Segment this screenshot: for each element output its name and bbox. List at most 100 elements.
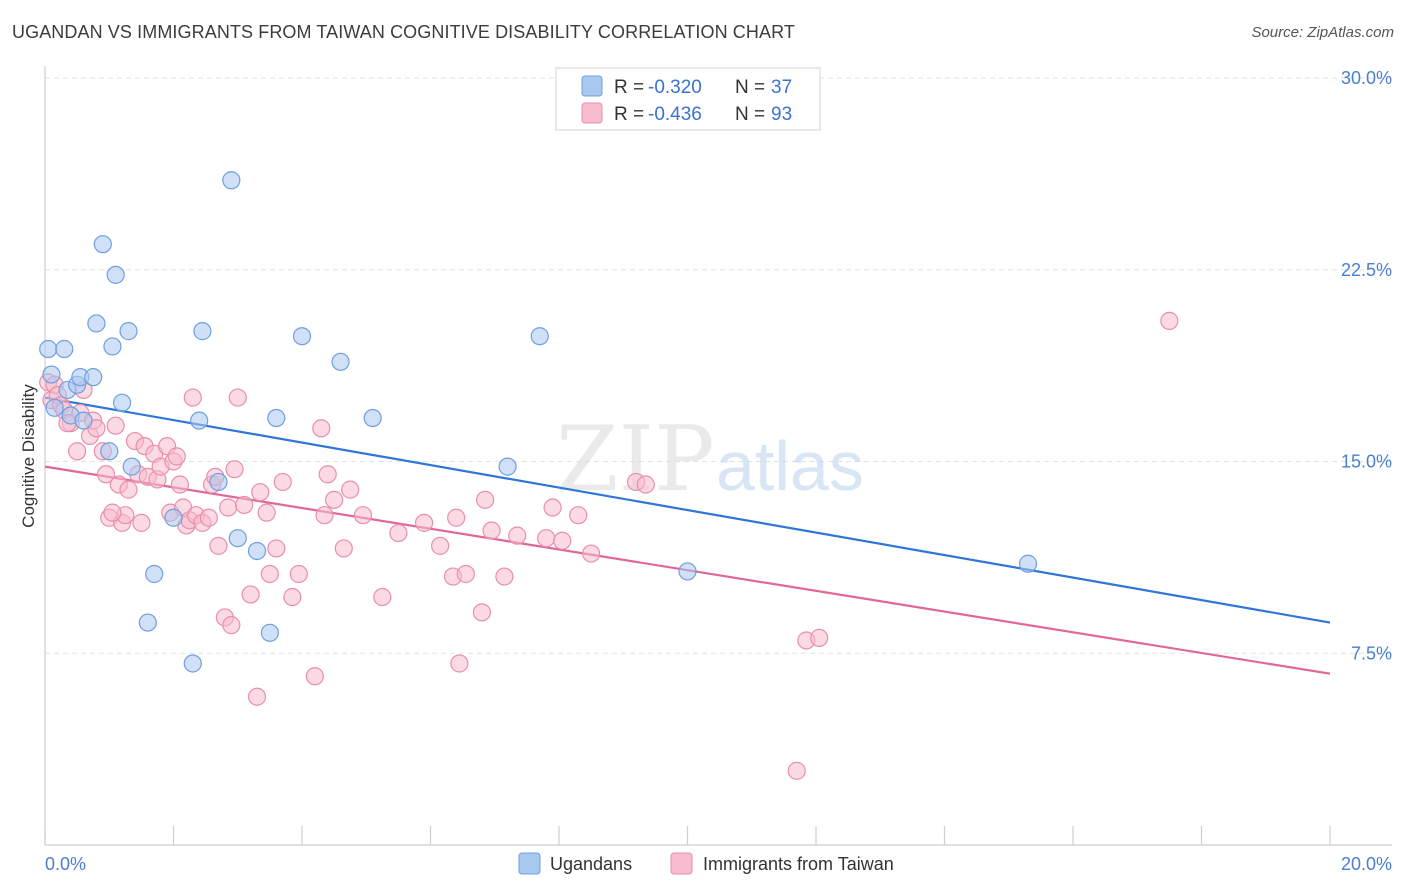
legend: R = -0.320 N = 37 R = -0.436 N = 93 <box>555 67 821 131</box>
y-tick-label-3: 30.0% <box>1341 68 1392 88</box>
point-taiwan-37 <box>183 388 202 407</box>
legend-r-label-1: R = <box>614 77 644 98</box>
point-ugandans-13 <box>103 337 122 356</box>
point-taiwan-59 <box>305 667 324 686</box>
point-taiwan-74 <box>456 564 475 584</box>
point-taiwan-43 <box>209 536 228 555</box>
point-taiwan-69 <box>414 513 434 532</box>
point-ugandans-32 <box>363 408 382 428</box>
point-ugandans-12 <box>100 442 119 461</box>
point-taiwan-82 <box>553 531 572 550</box>
point-ugandans-15 <box>112 393 132 412</box>
point-ugandans-3 <box>55 339 74 359</box>
bottom-legend-swatch-ugandans <box>518 852 541 875</box>
series-ugandans <box>39 171 1038 673</box>
point-ugandans-8 <box>74 411 93 430</box>
point-ugandans-19 <box>145 564 164 584</box>
bottom-legend-label-taiwan: Immigrants from Taiwan <box>703 854 894 874</box>
point-taiwan-46 <box>222 616 241 635</box>
point-ugandans-35 <box>678 562 697 581</box>
point-ugandans-27 <box>247 541 267 561</box>
point-taiwan-50 <box>241 585 260 604</box>
point-ugandans-24 <box>209 472 228 492</box>
point-taiwan-33 <box>170 475 190 494</box>
point-taiwan-68 <box>389 523 408 543</box>
point-ugandans-2 <box>45 398 64 417</box>
point-taiwan-58 <box>289 564 308 584</box>
legend-r-value-2: -0.436 <box>648 104 702 125</box>
y-tick-labels: 7.5% 15.0% 22.5% 30.0% <box>1341 68 1392 663</box>
y-tick-label-1: 15.0% <box>1341 452 1392 472</box>
trend-line-ugandans <box>44 396 1331 624</box>
axes <box>44 66 1392 846</box>
chart-title: UGANDAN VS IMMIGRANTS FROM TAIWAN COGNIT… <box>12 22 795 42</box>
point-taiwan-86 <box>636 475 655 494</box>
legend-r-label-2: R = <box>614 104 644 125</box>
point-taiwan-90 <box>1160 311 1179 330</box>
point-taiwan-75 <box>472 603 491 622</box>
point-ugandans-30 <box>292 327 312 346</box>
y-axis-title: Cognitive Disability <box>19 384 38 528</box>
point-ugandans-33 <box>498 457 517 476</box>
point-taiwan-32 <box>167 447 186 466</box>
point-taiwan-54 <box>260 564 279 584</box>
point-ugandans-18 <box>138 613 157 632</box>
point-taiwan-16 <box>106 416 125 435</box>
point-taiwan-92 <box>103 503 122 522</box>
x-tick-labels: 0.0% 20.0% <box>45 854 1392 874</box>
watermark-atlas: atlas <box>716 427 864 505</box>
bottom-legend-swatch-taiwan <box>670 852 693 875</box>
point-taiwan-53 <box>257 503 276 522</box>
point-ugandans-22 <box>190 411 209 430</box>
legend-r-value-1: -0.320 <box>648 77 702 98</box>
point-taiwan-78 <box>495 567 514 586</box>
legend-n-label-2: N = <box>735 104 765 125</box>
source-credit: Source: ZipAtlas.com <box>1251 24 1394 41</box>
point-taiwan-67 <box>373 587 392 607</box>
legend-swatch-taiwan <box>581 102 603 124</box>
point-taiwan-55 <box>267 539 286 558</box>
point-ugandans-10 <box>87 314 106 333</box>
legend-n-value-2: 93 <box>771 104 792 125</box>
point-taiwan-7 <box>68 442 87 461</box>
bottom-legend-label-ugandans: Ugandans <box>550 854 632 874</box>
watermark: ZIP atlas <box>556 407 864 512</box>
point-ugandans-36 <box>1018 554 1038 573</box>
y-tick-label-0: 7.5% <box>1351 643 1392 663</box>
point-taiwan-62 <box>318 465 337 484</box>
point-taiwan-77 <box>482 521 501 540</box>
point-taiwan-64 <box>334 539 353 558</box>
point-taiwan-84 <box>582 544 601 563</box>
point-taiwan-60 <box>312 419 331 438</box>
point-ugandans-23 <box>193 322 212 341</box>
point-taiwan-49 <box>235 495 254 515</box>
grid-lines <box>45 77 1392 654</box>
point-taiwan-80 <box>537 529 556 548</box>
point-taiwan-48 <box>228 388 247 407</box>
legend-n-label-1: N = <box>735 77 765 98</box>
point-taiwan-72 <box>447 508 466 527</box>
point-ugandans-9 <box>84 368 103 387</box>
point-taiwan-40 <box>199 508 218 527</box>
point-taiwan-89 <box>810 628 829 648</box>
point-taiwan-66 <box>353 506 373 525</box>
legend-swatch-ugandans <box>581 75 603 97</box>
legend-n-value-1: 37 <box>771 77 792 98</box>
point-ugandans-34 <box>530 327 549 346</box>
point-taiwan-56 <box>273 472 292 492</box>
data-points <box>39 171 1179 780</box>
point-taiwan-63 <box>325 490 344 509</box>
x-tick-label-1: 20.0% <box>1341 854 1392 874</box>
point-taiwan-14 <box>96 465 116 484</box>
point-ugandans-26 <box>228 529 247 548</box>
point-ugandans-29 <box>267 408 286 428</box>
point-ugandans-1 <box>42 365 61 384</box>
point-ugandans-11 <box>93 235 112 254</box>
point-ugandans-16 <box>119 322 138 341</box>
point-ugandans-25 <box>222 171 241 190</box>
point-ugandans-17 <box>122 457 141 476</box>
point-taiwan-83 <box>569 506 588 525</box>
point-taiwan-87 <box>787 761 806 780</box>
point-taiwan-73 <box>450 654 469 673</box>
